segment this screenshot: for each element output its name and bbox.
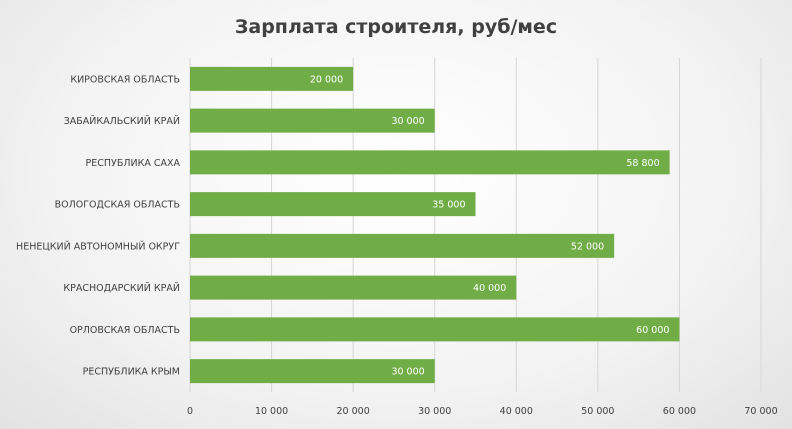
data-label: 52 000	[571, 241, 604, 252]
bar	[190, 192, 476, 217]
bar	[190, 108, 435, 133]
category-label: РЕСПУБЛИКА КРЫМ	[83, 367, 180, 378]
chart-title: Зарплата строителя, руб/мес	[235, 16, 557, 38]
x-tick-label: 70 000	[744, 406, 777, 417]
x-tick-label: 40 000	[500, 406, 533, 417]
data-label: 20 000	[310, 74, 343, 85]
gridlines	[189, 58, 762, 392]
x-tick-label: 20 000	[337, 406, 370, 417]
bar	[190, 275, 517, 300]
x-tick-label: 30 000	[418, 406, 451, 417]
data-label: 40 000	[473, 283, 506, 294]
data-label: 60 000	[636, 325, 669, 336]
data-label: 35 000	[432, 200, 465, 211]
category-label: ВОЛОГОДСКАЯ ОБЛАСТЬ	[55, 200, 180, 211]
data-label: 30 000	[391, 116, 424, 127]
x-axis-ticks: 0 10 000 20 000 30 000 40 000 50 000 60 000 70 …	[187, 406, 778, 417]
data-label: 58 800	[626, 158, 659, 169]
bars: 20 000 30 000 58 800 35 000 52 000 40 000 60 0…	[190, 66, 680, 384]
category-label: КРАСНОДАРСКИЙ КРАЙ	[63, 282, 180, 294]
x-tick-label: 60 000	[663, 406, 696, 417]
category-labels: КИРОВСКАЯ ОБЛАСТЬ ЗАБАЙКАЛЬСКИЙ КРАЙ РЕСПУ…	[16, 74, 180, 377]
data-label: 30 000	[391, 367, 424, 378]
bar	[190, 359, 435, 384]
category-label: РЕСПУБЛИКА САХА	[86, 158, 181, 169]
x-tick-label: 50 000	[581, 406, 614, 417]
category-label: КИРОВСКАЯ ОБЛАСТЬ	[70, 74, 180, 85]
bar	[190, 233, 615, 258]
category-label: НЕНЕЦКИЙ АВТОНОМНЫЙ ОКРУГ	[16, 240, 180, 252]
bar	[190, 150, 670, 175]
category-label: ЗАБАЙКАЛЬСКИЙ КРАЙ	[64, 115, 180, 127]
bar	[190, 317, 680, 342]
x-tick-label: 0	[187, 406, 193, 417]
bar	[190, 66, 354, 91]
x-tick-label: 10 000	[255, 406, 288, 417]
category-label: ОРЛОВСКАЯ ОБЛАСТЬ	[70, 325, 180, 336]
